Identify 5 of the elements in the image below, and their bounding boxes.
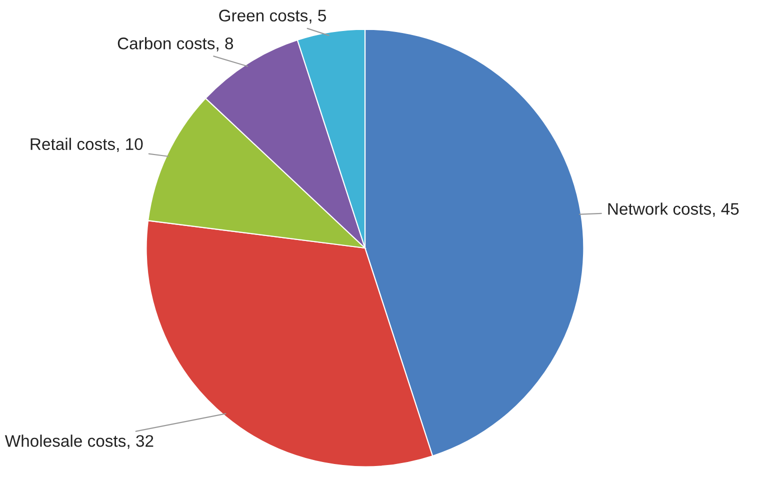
slice-label: Green costs, 5: [219, 10, 326, 24]
slice-label: Retail costs, 10: [30, 138, 143, 152]
slice-label: Wholesale costs, 32: [4, 434, 154, 449]
slice-label: Network costs, 45: [608, 202, 739, 217]
slice-label: Carbon costs, 8: [118, 37, 234, 52]
